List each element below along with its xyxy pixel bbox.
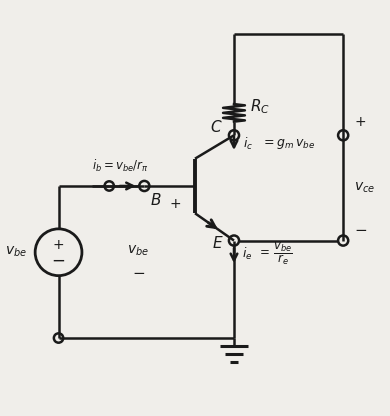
Text: $+$: $+$ — [354, 115, 366, 129]
Text: $-$: $-$ — [51, 250, 66, 268]
Text: $R_C$: $R_C$ — [250, 98, 270, 116]
Text: $i_c$: $i_c$ — [243, 136, 253, 152]
Text: $v_{ce}$: $v_{ce}$ — [354, 181, 375, 195]
Text: $=\,\dfrac{v_{be}}{r_e}$: $=\,\dfrac{v_{be}}{r_e}$ — [257, 240, 293, 267]
Text: $+$: $+$ — [169, 196, 182, 210]
Text: $i_e$: $i_e$ — [242, 246, 252, 262]
Text: $i_b = v_{be}/r_\pi$: $i_b = v_{be}/r_\pi$ — [92, 158, 148, 174]
Text: $v_{be}$: $v_{be}$ — [5, 245, 27, 260]
Text: $v_{be}$: $v_{be}$ — [128, 243, 149, 258]
Text: $C$: $C$ — [210, 119, 223, 135]
Text: $= g_m\,v_{be}$: $= g_m\,v_{be}$ — [261, 137, 316, 151]
Text: $B$: $B$ — [150, 192, 162, 208]
Text: $E$: $E$ — [212, 235, 223, 250]
Text: $+$: $+$ — [53, 238, 65, 252]
Text: $-$: $-$ — [354, 221, 367, 236]
Text: $-$: $-$ — [132, 264, 145, 279]
